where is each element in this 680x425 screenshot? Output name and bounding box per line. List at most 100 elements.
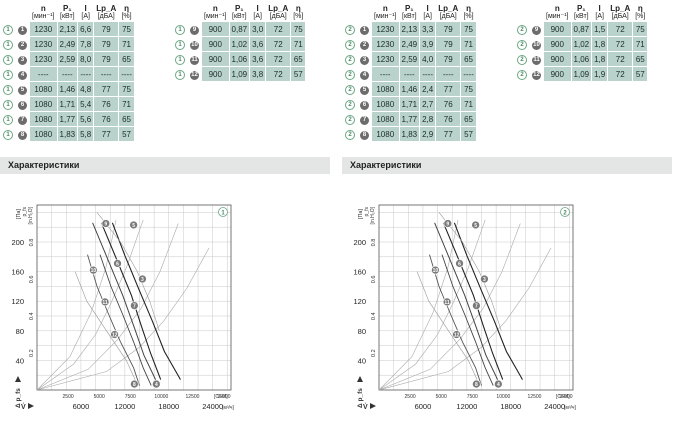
cell-eta: 71 xyxy=(291,37,306,51)
cell-i: 3,9 xyxy=(420,37,436,51)
y2-tick-label: 0.4 xyxy=(29,312,35,320)
table-row: 2 3 1230 2,59 4,0 79 65 xyxy=(343,52,476,66)
cell-p: 1,77 xyxy=(399,112,420,126)
x-unit: [м³/ч] xyxy=(564,405,576,411)
cell-n: 1080 xyxy=(30,97,57,111)
x-tick-label: 12000 xyxy=(114,402,135,411)
fan-curve xyxy=(416,271,478,380)
cell-lpa: 72 xyxy=(266,67,291,81)
table-row: 1 9 900 0,87 3,0 72 75 xyxy=(173,22,306,36)
cell-n: 900 xyxy=(202,52,229,66)
point-badge: 3 xyxy=(18,55,27,65)
point-badge-cell: 8 xyxy=(16,127,29,141)
operating-point: 10 xyxy=(431,265,440,275)
point-badge: 6 xyxy=(18,100,27,110)
operating-point: 12 xyxy=(452,330,461,339)
point-badge-cell: 5 xyxy=(16,82,29,96)
cell-n: 1080 xyxy=(372,112,399,126)
variant-badge-cell: 1 xyxy=(173,22,187,36)
cell-eta: 71 xyxy=(119,37,134,51)
cell-lpa: 72 xyxy=(266,52,291,66)
operating-point: 9 xyxy=(443,219,453,228)
table-row: 1 7 1080 1,77 5,6 76 65 xyxy=(1,112,134,126)
section-title: Характеристики xyxy=(350,160,422,170)
col-i: I [A] xyxy=(81,4,90,21)
operating-point-label: 10 xyxy=(433,268,439,274)
y-tick-label: 120 xyxy=(11,297,24,306)
variant-badge: 2 xyxy=(345,39,355,50)
operating-point-label: 7 xyxy=(475,304,478,310)
cell-eta: 71 xyxy=(633,37,648,51)
point-badge: 4 xyxy=(18,70,27,80)
fan-curve xyxy=(92,222,157,380)
operating-point: 3 xyxy=(138,274,147,284)
variant-badge-cell: 2 xyxy=(515,52,529,66)
cell-i: 2,4 xyxy=(420,82,436,96)
variant-badge-cell: 1 xyxy=(173,52,187,66)
cell-n: 1230 xyxy=(372,22,399,36)
cell-p: 1,02 xyxy=(229,37,250,51)
point-badge: 11 xyxy=(532,55,541,65)
cell-eta: 65 xyxy=(291,52,306,66)
col-p: P₁ [кВт] xyxy=(402,4,417,21)
operating-point-marker xyxy=(129,220,138,230)
cell-lpa: ---- xyxy=(94,67,119,81)
variant-badge: 2 xyxy=(517,39,527,50)
table-row: 1 2 1230 2,49 7,8 79 71 xyxy=(1,37,134,51)
cell-lpa: 76 xyxy=(436,112,461,126)
point-badge-cell: 10 xyxy=(530,37,543,51)
fan-curve xyxy=(99,254,152,386)
operating-point-label: 12 xyxy=(112,333,118,339)
y2-label: p_fs xyxy=(364,207,370,217)
cell-lpa: 76 xyxy=(94,112,119,126)
section-title: Характеристики xyxy=(8,160,80,170)
point-badge-cell: 6 xyxy=(358,97,371,111)
x-tick-label: 24000 xyxy=(544,402,565,411)
col-p: P₁ [кВт] xyxy=(574,4,589,21)
x-label: V̇ xyxy=(21,403,26,411)
cell-i: 8,0 xyxy=(78,52,94,66)
variant-badge: 2 xyxy=(345,54,355,65)
system-curve xyxy=(36,219,144,391)
system-curve xyxy=(378,223,521,391)
point-badge: 8 xyxy=(360,130,369,140)
cell-p: 2,49 xyxy=(399,37,420,51)
table-row: 1 5 1080 1,46 4,8 77 75 xyxy=(1,82,134,96)
y2-label: p_fs xyxy=(22,207,28,217)
operating-point-marker xyxy=(130,379,139,389)
fan-curve xyxy=(453,222,523,380)
operating-point-label: 12 xyxy=(454,333,460,339)
x2-tick-label: 2500 xyxy=(405,394,416,400)
x2-tick-label: 15000 xyxy=(217,394,231,400)
cell-p: 1,71 xyxy=(399,97,420,111)
cell-n: 900 xyxy=(202,37,229,51)
cell-i: 6,6 xyxy=(78,22,94,36)
variant-badge-cell: 2 xyxy=(515,22,529,36)
x-label: V̇ xyxy=(363,403,368,411)
operating-point: 5 xyxy=(129,220,138,230)
operating-point-label: 5 xyxy=(474,223,477,229)
plot-frame xyxy=(36,204,232,391)
operating-point: 11 xyxy=(442,297,452,307)
chart-badge-label: 2 xyxy=(563,211,567,217)
point-badge-cell: 4 xyxy=(358,67,371,81)
cell-lpa: 77 xyxy=(94,127,119,141)
cell-i: 1,9 xyxy=(592,67,608,81)
variant-badge-cell: 2 xyxy=(515,37,529,51)
cell-p: 1,83 xyxy=(57,127,78,141)
cell-p: 1,77 xyxy=(57,112,78,126)
variant-badge-cell: 1 xyxy=(1,127,15,141)
cell-p: ---- xyxy=(399,67,420,81)
col-eta: η [%] xyxy=(293,4,304,21)
point-badge-cell: 11 xyxy=(530,52,543,66)
col-p: P₁ [кВт] xyxy=(232,4,247,21)
cell-i: 7,8 xyxy=(78,37,94,51)
col-eta: η [%] xyxy=(121,4,132,21)
cell-p: 1,06 xyxy=(229,52,250,66)
variant-badge-cell: 1 xyxy=(1,37,15,51)
operating-point-marker xyxy=(89,265,98,275)
point-badge: 12 xyxy=(190,70,199,80)
cell-i: 3,6 xyxy=(250,52,266,66)
variant-badge: 1 xyxy=(3,99,13,110)
